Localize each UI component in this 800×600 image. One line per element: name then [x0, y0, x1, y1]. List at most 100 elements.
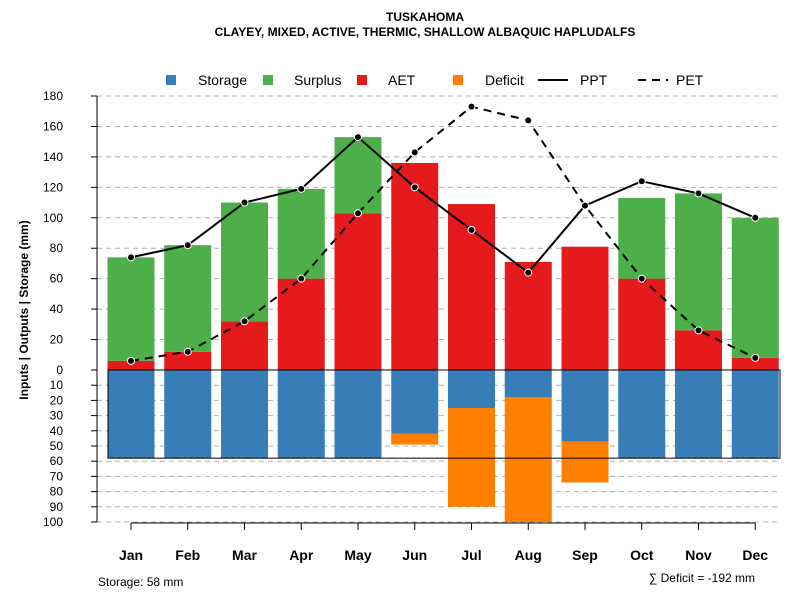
bar-deficit — [391, 433, 439, 445]
gridlines — [97, 95, 780, 523]
legend-label: Storage — [198, 72, 247, 88]
ppt-line — [130, 135, 756, 274]
x-tick-label: Jun — [402, 547, 427, 563]
legend-swatch — [263, 75, 273, 85]
bar-aet — [277, 278, 325, 370]
bar-deficit — [448, 408, 495, 507]
bar-storage — [731, 370, 779, 459]
y-tick-label: 30 — [50, 409, 64, 423]
bar-storage — [334, 370, 382, 459]
pet-line-point — [410, 148, 419, 157]
legend: Storage Surplus AET Deficit PPT PET — [166, 72, 704, 88]
y-tick-label: 50 — [50, 439, 64, 453]
x-tick-label: Jan — [119, 547, 143, 563]
y-tick-label: 100 — [43, 515, 63, 529]
y-tick-label: 20 — [50, 393, 64, 407]
bar-aet — [221, 321, 268, 370]
bar-surplus — [107, 257, 155, 361]
x-tick-label: Mar — [232, 547, 257, 563]
y-tick-label: 40 — [50, 424, 64, 438]
ppt-line-point — [694, 189, 703, 198]
pet-line-point — [183, 347, 192, 356]
bar-aet — [164, 351, 212, 370]
y-tick-label: 10 — [50, 378, 64, 392]
y-tick-label: 60 — [50, 454, 64, 468]
y-tick-label: 120 — [43, 180, 63, 194]
series-lines — [127, 102, 760, 365]
pet-line-point — [297, 274, 306, 283]
x-tick-label: Dec — [742, 547, 768, 563]
bar-aet — [731, 357, 779, 370]
y-tick-label: 40 — [50, 302, 64, 316]
bar-deficit — [561, 441, 609, 483]
y-tick-label: 160 — [43, 119, 63, 133]
legend-label: Deficit — [485, 72, 524, 88]
y-tick-label: 60 — [50, 272, 64, 286]
bar-surplus — [731, 217, 779, 358]
bar-surplus — [334, 137, 382, 214]
pet-line-point — [637, 274, 646, 283]
bar-surplus — [618, 197, 666, 279]
ppt-line-point — [240, 198, 249, 207]
ppt-line-point — [297, 184, 306, 193]
bar-storage — [618, 370, 666, 459]
y-tick-label: 80 — [50, 241, 64, 255]
bar-aet — [618, 278, 666, 370]
bar-storage — [675, 370, 722, 459]
bar-storage — [561, 370, 609, 442]
deficit-note: ∑ Deficit = -192 mm — [649, 571, 755, 585]
pet-line-point — [751, 353, 760, 362]
bar-deficit — [504, 397, 552, 522]
x-tick-label: May — [344, 547, 371, 563]
bar-surplus — [221, 202, 268, 322]
axes: 0204060801001201401601801020304050607080… — [43, 89, 768, 563]
bar-surplus — [164, 245, 212, 352]
pet-line-point — [127, 356, 135, 365]
x-tick-label: Oct — [630, 547, 654, 563]
x-tick-label: Feb — [175, 547, 200, 563]
y-tick-label: 100 — [43, 211, 63, 225]
ppt-line-point — [751, 213, 760, 222]
pet-line-point — [524, 116, 533, 125]
x-tick-label: Nov — [685, 547, 712, 563]
bar-storage — [107, 370, 155, 459]
bar-storage — [448, 370, 495, 408]
bar-aet — [561, 246, 609, 370]
y-tick-label: 90 — [50, 500, 64, 514]
y-tick-label: 0 — [56, 363, 63, 377]
y-tick-label: 80 — [50, 485, 64, 499]
ppt-line-point — [183, 241, 192, 250]
bar-aet — [391, 162, 439, 370]
legend-swatch — [166, 75, 176, 85]
legend-swatch — [357, 75, 367, 85]
ppt-line-point — [524, 268, 533, 277]
bar-storage — [391, 370, 439, 434]
bars — [107, 137, 781, 522]
legend-swatch — [453, 75, 463, 85]
x-tick-label: Sep — [572, 547, 598, 563]
storage-note: Storage: 58 mm — [98, 575, 183, 589]
pet-line-point — [467, 102, 476, 111]
x-tick-label: Apr — [289, 547, 314, 563]
y-tick-label: 70 — [50, 469, 64, 483]
x-tick-label: Jul — [461, 547, 481, 563]
legend-label: PET — [676, 72, 704, 88]
legend-label: Surplus — [294, 72, 341, 88]
ppt-line-point — [581, 201, 589, 210]
bar-surplus — [277, 188, 325, 279]
y-axis-label: Inputs | Outputs | Storage (mm) — [17, 220, 31, 399]
y-tick-label: 20 — [50, 333, 64, 347]
bar-aet — [334, 213, 382, 370]
bar-storage — [164, 370, 212, 459]
ppt-line-point — [637, 177, 646, 186]
ppt-line-point — [354, 133, 362, 142]
bar-storage — [221, 370, 268, 459]
bar-surplus — [675, 193, 722, 331]
pet-line-point — [354, 209, 362, 218]
chart-title: TUSKAHOMA — [386, 10, 464, 24]
y-tick-label: 180 — [43, 89, 63, 103]
ppt-line-point — [467, 225, 476, 234]
y-tick-label: 140 — [43, 150, 63, 164]
bar-aet — [107, 360, 155, 370]
